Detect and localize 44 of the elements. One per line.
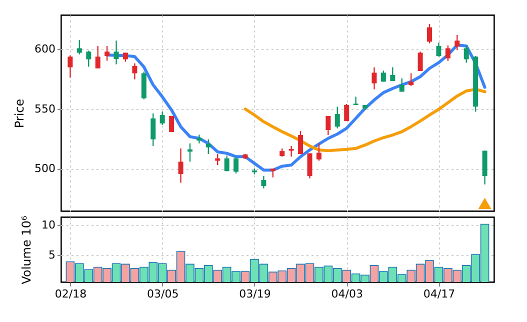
candlestick: [298, 130, 304, 155]
candlestick: [326, 115, 331, 136]
y-tick-label: 10: [42, 218, 56, 232]
candlestick: [114, 40, 119, 65]
candlestick: [196, 134, 202, 144]
candlestick: [445, 44, 450, 62]
candlestick: [95, 45, 100, 69]
candlestick: [390, 66, 396, 82]
candlestick: [261, 175, 266, 189]
x-tick-label: 03/19: [239, 288, 271, 300]
candlestick: [344, 103, 350, 122]
candlestick: [372, 66, 377, 90]
x-tick-label: 02/18: [54, 288, 87, 300]
candlestick: [86, 50, 92, 68]
y-tick-label: 550: [34, 102, 56, 116]
candlestick: [76, 39, 82, 55]
candlestick: [454, 34, 460, 51]
candlestick: [68, 54, 73, 78]
candlestick: [418, 51, 423, 72]
candlestick: [353, 96, 358, 106]
candlestick: [178, 148, 184, 184]
candlestick: [427, 23, 432, 44]
x-tick-label: 04/03: [331, 288, 363, 300]
candlestick: [150, 112, 156, 147]
candlestick: [160, 111, 165, 126]
candlestick: [436, 42, 442, 58]
candlestick: [132, 62, 138, 80]
x-tick-label: 04/17: [423, 288, 456, 300]
x-tick-label: 03/05: [146, 288, 179, 300]
y-axis-title: Price: [12, 98, 27, 128]
y-axis-title: Volume 10⁶: [20, 216, 34, 284]
candlestick: [464, 44, 469, 64]
candlestick: [307, 152, 312, 179]
candlestick: [316, 142, 322, 162]
candlestick: [408, 72, 414, 87]
candlestick: [334, 106, 340, 129]
candlestick: [104, 45, 110, 62]
y-tick-label: 5: [48, 248, 56, 262]
candlestick: [234, 156, 239, 174]
candlestick: [399, 78, 404, 92]
y-tick-label: 500: [34, 162, 56, 176]
candlestick: [224, 155, 230, 172]
y-tick-label: 600: [34, 42, 56, 56]
candlestick: [206, 138, 211, 155]
